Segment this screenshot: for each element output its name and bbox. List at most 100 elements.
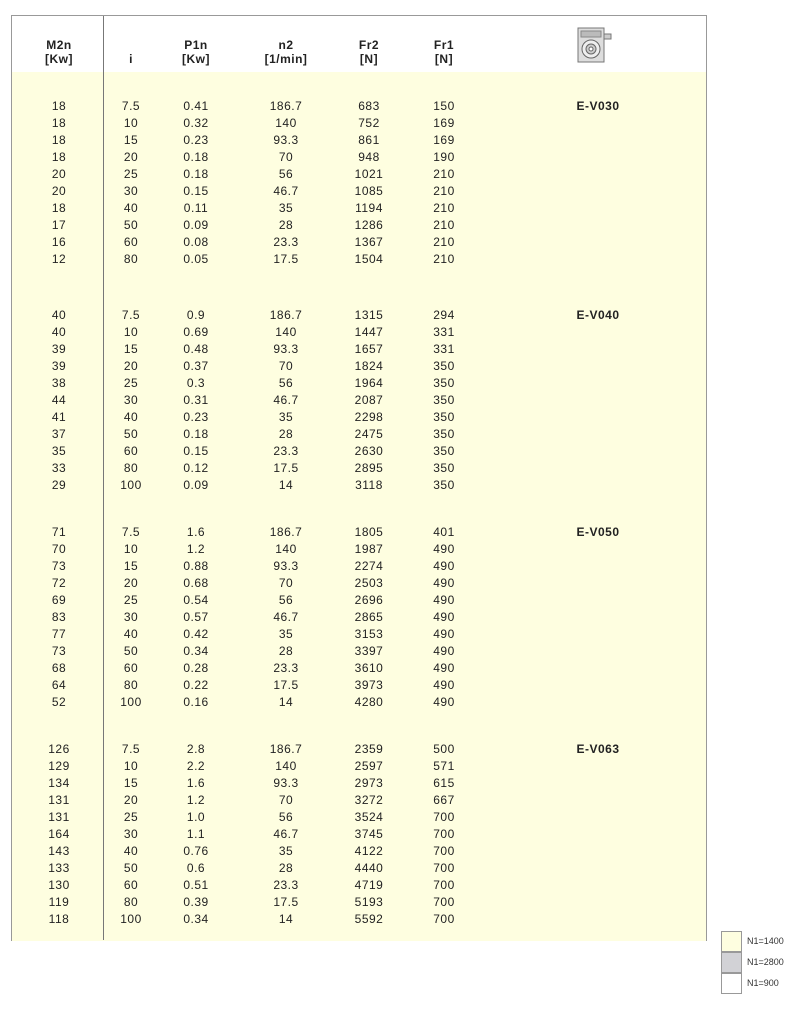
- cell-i: 50: [123, 218, 139, 232]
- header-label: Fr1: [433, 38, 455, 52]
- header-fr2: Fr2 [N]: [334, 38, 404, 66]
- cell-fr2: 3397: [354, 644, 384, 658]
- cell-m2n: 77: [51, 627, 67, 641]
- cell-fr2: 4440: [354, 861, 384, 875]
- header-label: P1n: [184, 38, 208, 52]
- cell-fr2: 1987: [354, 542, 384, 556]
- cell-i: 50: [123, 427, 139, 441]
- cell-fr2: 2696: [354, 593, 384, 607]
- cell-n2: 140: [275, 116, 297, 130]
- cell-fr1: 350: [433, 444, 455, 458]
- cell-fr1: 571: [433, 759, 455, 773]
- cell-fr1: 490: [433, 644, 455, 658]
- cell-fr2: 3973: [354, 678, 384, 692]
- cell-n2: 70: [278, 576, 294, 590]
- cell-i: 7.5: [121, 525, 141, 539]
- table-row: 18 40 0.11 35 1194 210: [12, 200, 706, 217]
- cell-p1n: 1.1: [186, 827, 206, 841]
- cell-fr2: 1194: [355, 201, 383, 215]
- cell-fr1: 350: [433, 376, 455, 390]
- cell-i: 7.5: [121, 99, 141, 113]
- cell-m2n: 39: [51, 342, 67, 356]
- cell-fr1: 615: [433, 776, 455, 790]
- cell-i: 50: [123, 644, 139, 658]
- header-label: M2n: [46, 38, 72, 52]
- cell-p1n: 1.2: [186, 542, 206, 556]
- cell-p1n: 0.28: [183, 661, 209, 675]
- header-i: i: [96, 38, 166, 66]
- cell-m2n: 83: [51, 610, 67, 624]
- table-row: 119 80 0.39 17.5 5193 700: [12, 894, 706, 911]
- cell-i: 30: [123, 393, 139, 407]
- model-label: E-V063: [576, 742, 620, 756]
- cell-i: 80: [123, 678, 139, 692]
- table-row: 72 20 0.68 70 2503 490: [12, 575, 706, 592]
- cell-fr1: 190: [433, 150, 455, 164]
- cell-p1n: 0.37: [183, 359, 209, 373]
- cell-n2: 35: [278, 410, 294, 424]
- table-row: 38 25 0.3 56 1964 350: [12, 375, 706, 392]
- cell-fr2: 5592: [354, 912, 384, 926]
- table-row: 40 10 0.69 140 1447 331: [12, 324, 706, 341]
- legend-label: N1=900: [747, 978, 779, 988]
- cell-i: 100: [120, 912, 142, 926]
- cell-p1n: 0.3: [186, 376, 206, 390]
- cell-n2: 46.7: [273, 184, 299, 198]
- cell-fr2: 1286: [354, 218, 384, 232]
- cell-fr2: 2597: [354, 759, 384, 773]
- cell-p1n: 1.0: [186, 810, 206, 824]
- cell-fr2: 2895: [354, 461, 384, 475]
- cell-p1n: 0.88: [183, 559, 209, 573]
- cell-fr2: 1021: [354, 167, 384, 181]
- cell-fr2: 3272: [354, 793, 384, 807]
- cell-fr2: 1315: [354, 308, 384, 322]
- cell-m2n: 18: [51, 150, 67, 164]
- cell-p1n: 2.2: [186, 759, 206, 773]
- cell-i: 40: [123, 201, 139, 215]
- cell-p1n: 0.09: [183, 218, 209, 232]
- cell-m2n: 131: [48, 793, 70, 807]
- cell-m2n: 72: [51, 576, 67, 590]
- cell-n2: 46.7: [273, 610, 299, 624]
- cell-fr1: 700: [433, 878, 455, 892]
- cell-i: 20: [123, 150, 139, 164]
- cell-fr2: 2503: [354, 576, 384, 590]
- header-unit: [Kw]: [182, 52, 210, 66]
- cell-fr2: 948: [358, 150, 380, 164]
- cell-p1n: 0.15: [183, 444, 209, 458]
- cell-p1n: 0.76: [183, 844, 209, 858]
- header-p1n: P1n [Kw]: [161, 38, 231, 66]
- cell-i: 60: [123, 661, 139, 675]
- cell-m2n: 73: [51, 644, 67, 658]
- cell-fr1: 401: [433, 525, 455, 539]
- cell-fr2: 2298: [354, 410, 384, 424]
- cell-n2: 186.7: [269, 525, 303, 539]
- cell-n2: 93.3: [273, 559, 299, 573]
- cell-m2n: 70: [51, 542, 67, 556]
- cell-fr2: 2359: [354, 742, 384, 756]
- cell-fr2: 3524: [354, 810, 384, 824]
- cell-p1n: 0.42: [183, 627, 209, 641]
- cell-m2n: 52: [51, 695, 67, 709]
- cell-fr1: 490: [433, 661, 455, 675]
- cell-p1n: 0.18: [183, 427, 209, 441]
- cell-p1n: 0.18: [183, 167, 209, 181]
- cell-i: 20: [123, 576, 139, 590]
- cell-n2: 23.3: [273, 878, 299, 892]
- cell-fr1: 350: [433, 410, 455, 424]
- cell-fr2: 3610: [354, 661, 384, 675]
- cell-p1n: 0.39: [183, 895, 209, 909]
- cell-p1n: 0.22: [183, 678, 209, 692]
- cell-fr1: 490: [433, 593, 455, 607]
- cell-fr1: 331: [433, 325, 455, 339]
- table-row: 44 30 0.31 46.7 2087 350: [12, 392, 706, 409]
- cell-fr2: 683: [358, 99, 380, 113]
- legend-swatch: [721, 973, 742, 994]
- cell-n2: 56: [278, 810, 294, 824]
- cell-p1n: 0.41: [183, 99, 209, 113]
- cell-n2: 17.5: [273, 895, 299, 909]
- cell-p1n: 0.34: [183, 644, 209, 658]
- table-header: M2n [Kw] i P1n [Kw] n2 [1/min] Fr2 [N] Fr1 [N]: [12, 16, 706, 73]
- cell-fr1: 667: [433, 793, 455, 807]
- table-row: 41 40 0.23 35 2298 350: [12, 409, 706, 426]
